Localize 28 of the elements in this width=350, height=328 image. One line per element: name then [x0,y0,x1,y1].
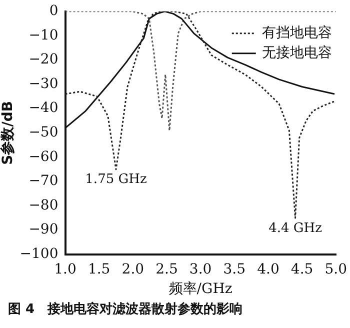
y-tick-label: −20 [28,52,58,68]
line-series [65,11,336,219]
y-tick-label: −60 [28,148,58,165]
x-tick-label: 3.0 [189,261,212,278]
annotation: 1.75 GHz [85,172,147,188]
x-tick-label: 1.5 [88,261,110,278]
x-tick-label: 2.5 [156,261,178,278]
y-tick-label: −10 [28,27,58,44]
y-tick-label: −90 [28,222,58,238]
x-tick-label: 3.5 [223,261,246,278]
x-tick-label: 1.0 [54,261,76,278]
x-tick-label: 4.5 [290,261,314,278]
y-tick-label: −40 [28,100,58,116]
legend-label: 有挡地电容 [262,25,332,42]
annotation: 4.4 GHz [268,220,322,236]
y-tick-label: −50 [28,124,58,141]
y-tick-label: −30 [28,76,58,92]
x-tick-label: 4.0 [257,261,280,278]
x-tick-label: 2.0 [122,261,144,278]
caption: 图 4 接地电容对滤波器散射参数的影响 [8,300,244,318]
x-tick-label: 5.0 [324,261,347,278]
y-tick-label: 0 [49,3,58,20]
legend-label: 无接地电容 [262,45,332,62]
x-axis-title: 频率/GHz [168,281,232,298]
y-tick-label: −80 [28,197,58,214]
y-tick-label: −100 [20,246,58,262]
y-tick-label: −70 [28,173,58,190]
y-axis-title: S参数/dB [0,100,16,165]
